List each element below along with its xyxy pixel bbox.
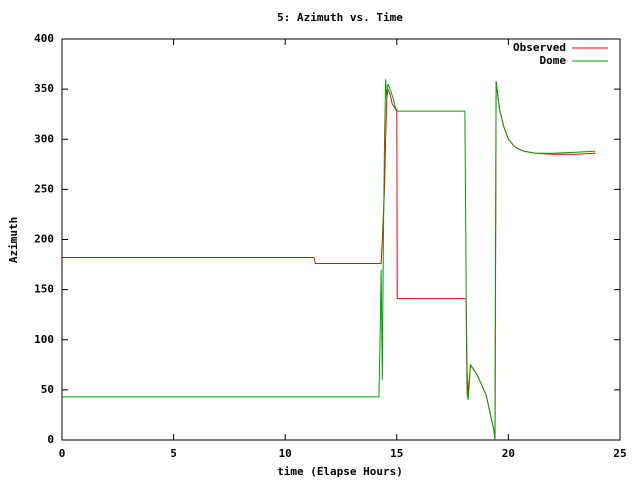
y-tick-label: 250 [34,182,54,195]
y-tick-label: 150 [34,283,54,296]
y-axis-label: Azimuth [7,217,20,263]
y-tick-label: 100 [34,333,54,346]
y-tick-label: 400 [34,32,54,45]
y-tick-label: 350 [34,82,54,95]
data-line [62,79,596,441]
legend-label: Dome [540,54,567,67]
legend-label: Observed [513,41,566,54]
y-tick-label: 300 [34,132,54,145]
x-tick-label: 10 [279,447,292,460]
x-tick-label: 25 [613,447,626,460]
y-tick-label: 50 [41,383,54,396]
x-axis-label: time (Elapse Hours) [277,465,403,478]
y-tick-label: 0 [47,433,54,446]
plot-frame [61,38,621,441]
data-line [62,82,596,441]
x-tick-label: 15 [390,447,403,460]
x-tick-label: 0 [59,447,66,460]
x-tick-label: 5 [170,447,177,460]
chart-title: 5: Azimuth vs. Time [277,11,403,24]
y-tick-label: 200 [34,233,54,246]
x-tick-label: 20 [502,447,515,460]
